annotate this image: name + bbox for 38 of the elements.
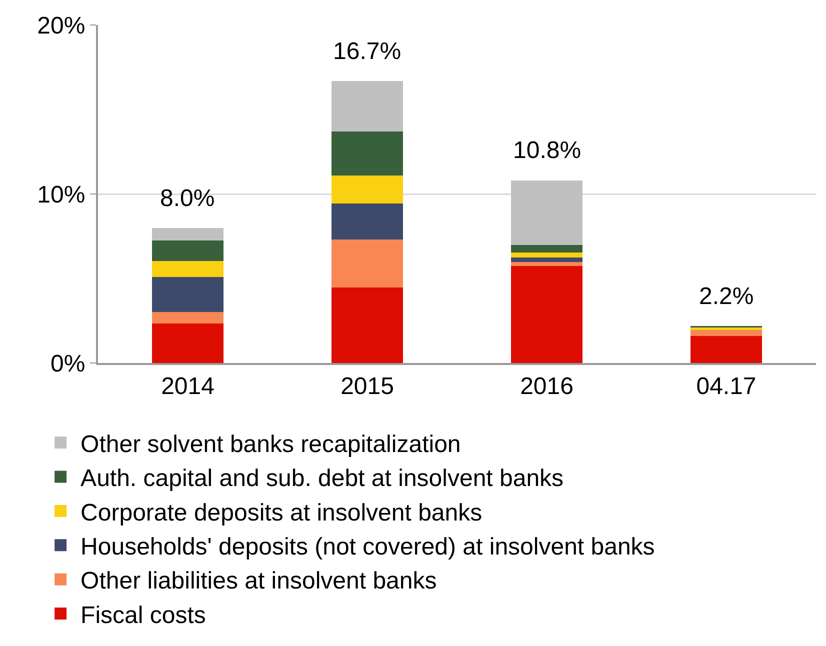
bar [152, 240, 224, 261]
bar [152, 312, 224, 324]
y-tick-label: 10% [37, 181, 86, 208]
bar [331, 176, 404, 204]
bar [510, 262, 583, 266]
y-tick-label: 0% [50, 350, 86, 378]
bar [152, 228, 224, 240]
bar [152, 323, 224, 363]
x-tick-label: 2014 [161, 372, 214, 400]
bar [152, 276, 224, 312]
bar [510, 257, 583, 262]
bar [152, 260, 224, 277]
x-tick-label: 2016 [520, 372, 574, 400]
bar [331, 80, 404, 132]
legend-label: Fiscal costs [80, 602, 206, 629]
total-label: 10.8% [513, 137, 582, 164]
bar [510, 180, 583, 245]
x-tick-label: 2015 [340, 372, 394, 400]
legend-label: Other liabilities at insolvent banks [80, 568, 437, 595]
bar [510, 244, 583, 253]
bar [510, 266, 583, 363]
total-label: 16.7% [333, 38, 402, 65]
legend-label: Auth. capital and sub. debt at insolvent banks [80, 465, 564, 492]
bar [331, 288, 404, 363]
total-label: 8.0% [160, 185, 215, 212]
bar [690, 330, 762, 336]
x-tick-label: 04.17 [696, 372, 756, 400]
bar [331, 239, 404, 288]
bar [690, 336, 762, 363]
bar [331, 132, 404, 176]
legend-label: Corporate deposits at insolvent banks [80, 499, 482, 526]
bar [510, 252, 583, 258]
legend-label: Households' deposits (not covered) at insolvent banks [80, 534, 655, 561]
legend-label: Other solvent banks recapitalization [80, 430, 461, 458]
bar [690, 328, 762, 330]
bar [331, 203, 404, 240]
y-tick-label: 20% [37, 12, 86, 40]
total-label: 2.2% [699, 283, 754, 310]
